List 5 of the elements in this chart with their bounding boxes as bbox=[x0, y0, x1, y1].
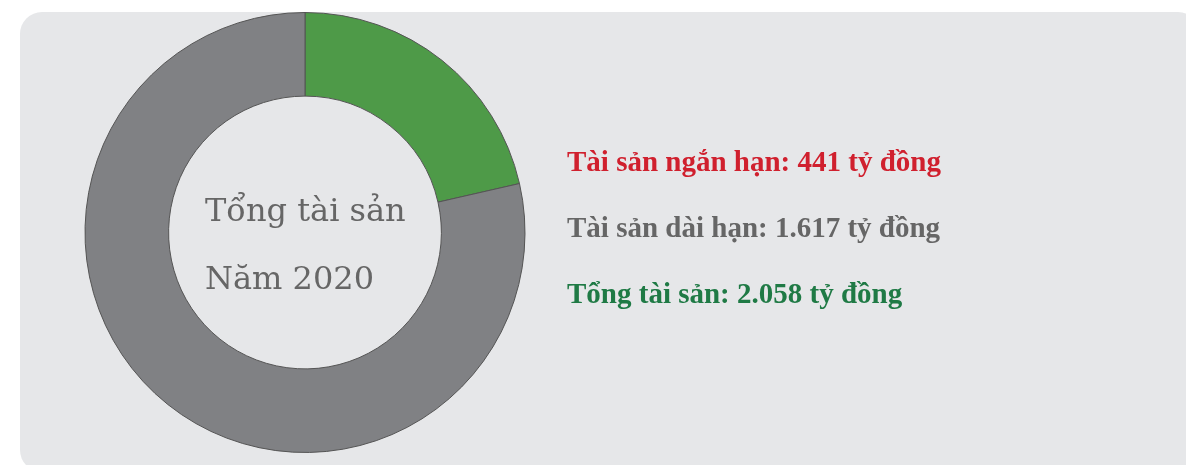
text: Tổng tài sản bbox=[205, 190, 406, 229]
text: Năm 2020 bbox=[205, 258, 375, 297]
text: Tổng tài sản: 2.058 tỷ đồng bbox=[567, 276, 904, 311]
slice-label: Tài sản dài hạn: 1.617 tỷ đồng bbox=[567, 210, 941, 245]
slice-label: Tài sản ngắn hạn: 441 tỷ đồng bbox=[567, 144, 941, 179]
